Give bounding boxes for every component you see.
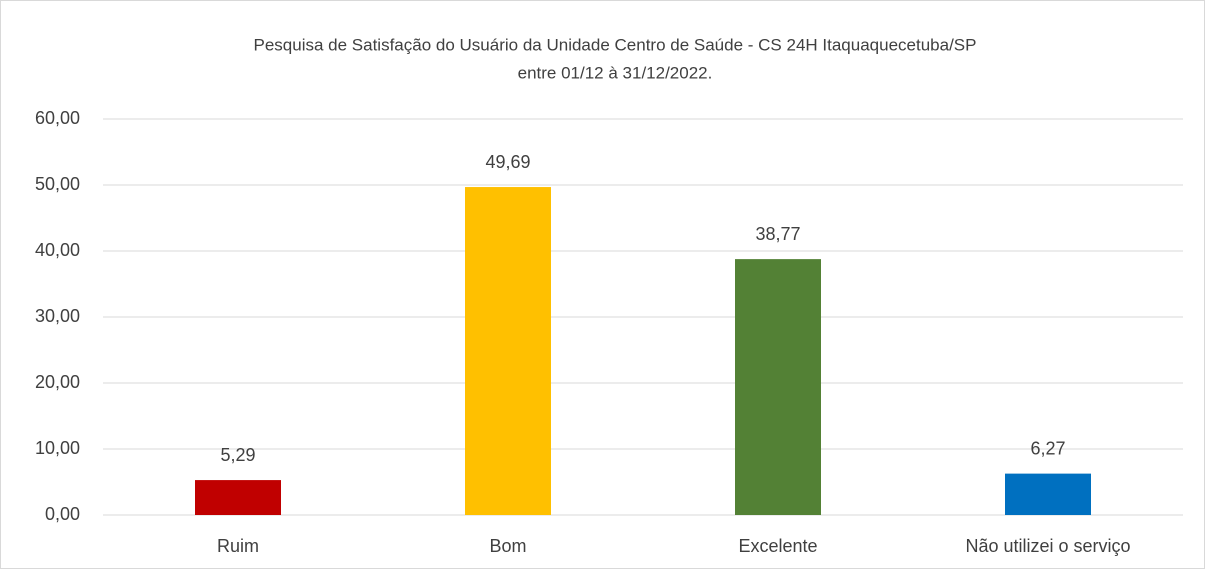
y-tick-label: 30,00 xyxy=(35,306,80,326)
x-tick-label: Bom xyxy=(489,536,526,556)
x-tick-label: Excelente xyxy=(738,536,817,556)
bar xyxy=(735,259,821,515)
bar xyxy=(195,480,281,515)
y-tick-label: 20,00 xyxy=(35,372,80,392)
value-label: 5,29 xyxy=(220,445,255,465)
x-tick-label: Ruim xyxy=(217,536,259,556)
y-tick-label: 50,00 xyxy=(35,174,80,194)
y-tick-label: 60,00 xyxy=(35,108,80,128)
bar xyxy=(1005,473,1091,515)
value-label: 6,27 xyxy=(1030,438,1065,458)
y-tick-label: 40,00 xyxy=(35,240,80,260)
x-tick-label: Não utilizei o serviço xyxy=(965,536,1130,556)
value-label: 49,69 xyxy=(485,152,530,172)
y-tick-label: 10,00 xyxy=(35,438,80,458)
bar xyxy=(465,187,551,515)
chart-title: Pesquisa de Satisfação do Usuário da Uni… xyxy=(254,35,977,54)
value-label: 38,77 xyxy=(755,224,800,244)
chart-subtitle: entre 01/12 à 31/12/2022. xyxy=(518,63,713,82)
y-tick-label: 0,00 xyxy=(45,504,80,524)
